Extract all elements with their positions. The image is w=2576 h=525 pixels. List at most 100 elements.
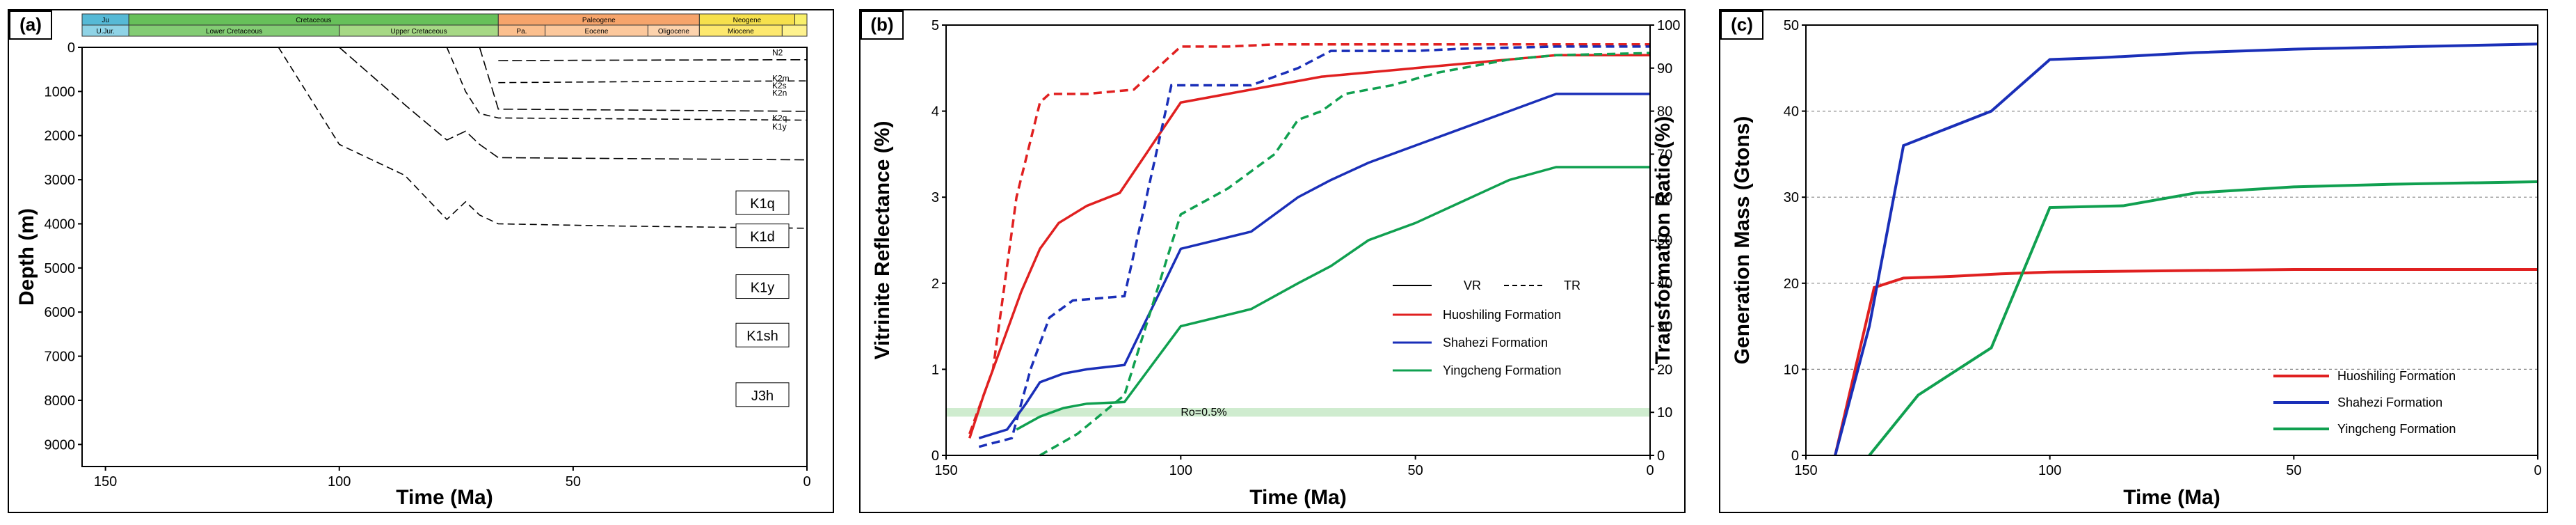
generation-mass-chart: 0 10 20 30 40 50 150 100 50 0 Time (Ma) Generation … [1719,9,2548,513]
threshold-band [946,408,1650,417]
layer-label: K1y [751,281,774,296]
panel-a: Ju Cretaceous Paleogene Neogene U.Jur. Lower … [6,8,840,517]
legend-dashed-label: TR [1564,279,1581,292]
layer-label-box [735,224,790,249]
panel-label: (a) [19,14,42,35]
timescale-cell [781,24,808,37]
vr-line-shahezi-formation [978,93,1650,439]
legend-label: Yingcheng Formation [1443,363,1561,377]
vr-line-huoshiling-formation [968,54,1650,439]
panel-c: 0 10 20 30 40 50 150 100 50 0 Time (Ma) Generation … [1717,8,2552,517]
y-axis-title: Generation Mass (Gtons) [1731,116,1754,365]
y-tick-label: 20 [1784,276,1799,292]
panel-frame [8,9,834,513]
tr-line-huoshiling-formation [968,43,1650,434]
plot-area [1805,24,2538,456]
panel-b: Ro=0.5% 0 1 2 3 4 5 0 10 20 30 40 50 60 70 80 90 100 150 10… [857,8,1692,517]
top-formation-label: K2s [772,81,787,91]
tr-line-shahezi-formation [978,45,1650,448]
mass-line-shahezi-formation [1834,42,2538,456]
plot-area [81,47,808,467]
x-tick-label: 0 [2534,463,2541,478]
y-tick-label: 8000 [45,393,76,409]
x-tick-label: 50 [566,474,581,489]
layer-label: K1d [750,230,775,245]
y2-tick-label: 30 [1657,320,1672,335]
mass-line-huoshiling-formation [1834,268,2538,456]
x-tick-label: 0 [1646,463,1654,478]
x-tick-label: 100 [1169,463,1192,478]
y-axis-title: Depth (m) [15,208,38,306]
layer-label: K1q [750,196,775,212]
y-tick-label: 9000 [45,437,76,453]
timescale-cell [794,13,808,26]
legend-solid-label: VR [1464,279,1481,292]
y-tick-label: 5000 [45,261,76,276]
y2-tick-label: 90 [1657,61,1672,77]
y-tick-label: 1000 [45,84,76,100]
legend-label: Huoshiling Formation [2337,369,2456,383]
timescale-label: Miocene [728,28,754,36]
panel-label: (b) [870,14,893,35]
y2-tick-label: 100 [1657,18,1680,33]
y-tick-label: 6000 [45,305,76,320]
x-tick-label: 50 [1408,463,1423,478]
top-formation-label: K2n [772,88,787,97]
horizon-line [479,47,808,112]
y2-tick-label: 0 [1657,448,1665,464]
y2-tick-label: 60 [1657,190,1672,205]
y-tick-label: 2000 [45,129,76,144]
timescale-label: Oligocene [658,28,689,36]
top-formation-label: K2m [772,73,790,83]
tr-line-yingcheng-formation [1039,52,1651,457]
timescale-label: Lower Cretaceous [206,28,262,36]
layer-k1d [82,47,807,467]
timescale-label: Ju [102,17,109,24]
burial-history-chart: Ju Cretaceous Paleogene Neogene U.Jur. Lower … [8,9,834,513]
x-tick-label: 100 [2038,463,2061,478]
top-formation-label: K1y [772,122,787,132]
panel-label-box [861,10,904,40]
y-tick-label: 7000 [45,350,76,365]
y2-tick-label: 40 [1657,276,1672,292]
y-tick-label: 5 [931,18,939,33]
y-tick-label: 4 [931,104,939,120]
x-tick-label: 150 [94,474,117,489]
x-axis-title: Time (Ma) [2123,486,2220,509]
panel-label-box [1720,10,1763,40]
y2-tick-label: 70 [1657,147,1672,162]
x-tick-label: 50 [2286,463,2301,478]
legend-label: Huoshiling Formation [1443,308,1561,322]
y-tick-label: 0 [67,40,75,56]
timescale-label: U.Jur. [97,28,115,36]
y2-tick-label: 10 [1657,405,1672,421]
horizon-line [339,47,808,161]
mass-line-yingcheng-formation [1868,180,2538,457]
vr-line-yingcheng-formation [1016,166,1650,431]
y-tick-label: 4000 [45,217,76,232]
timescale-label: Upper Cretaceous [390,28,447,36]
y2-tick-label: 80 [1657,104,1672,120]
legend-label: Shahezi Formation [1443,336,1548,350]
y-tick-label: 10 [1784,362,1799,377]
y-tick-label: 3 [931,190,939,205]
y-tick-label: 3000 [45,173,76,188]
layer-label: K1sh [746,329,778,344]
x-tick-label: 150 [934,463,957,478]
timescale-label: Paleogene [582,17,616,24]
x-tick-label: 0 [803,474,810,489]
y-tick-label: 1 [931,362,939,377]
timescale-label: Cretaceous [296,17,331,24]
timescale-label: Neogene [733,17,762,24]
top-formation-label: N2 [772,48,783,58]
y-axis-title: Vitrinite Reflectance (%) [871,121,894,360]
timescale-label: Eocene [585,28,609,36]
horizon-line [446,47,808,121]
x-tick-label: 150 [1794,463,1817,478]
horizon-line [498,80,808,84]
y-tick-label: 30 [1784,190,1799,205]
y-tick-label: 0 [931,448,939,464]
panel-frame [859,9,1686,513]
layer-label-box [735,322,790,347]
